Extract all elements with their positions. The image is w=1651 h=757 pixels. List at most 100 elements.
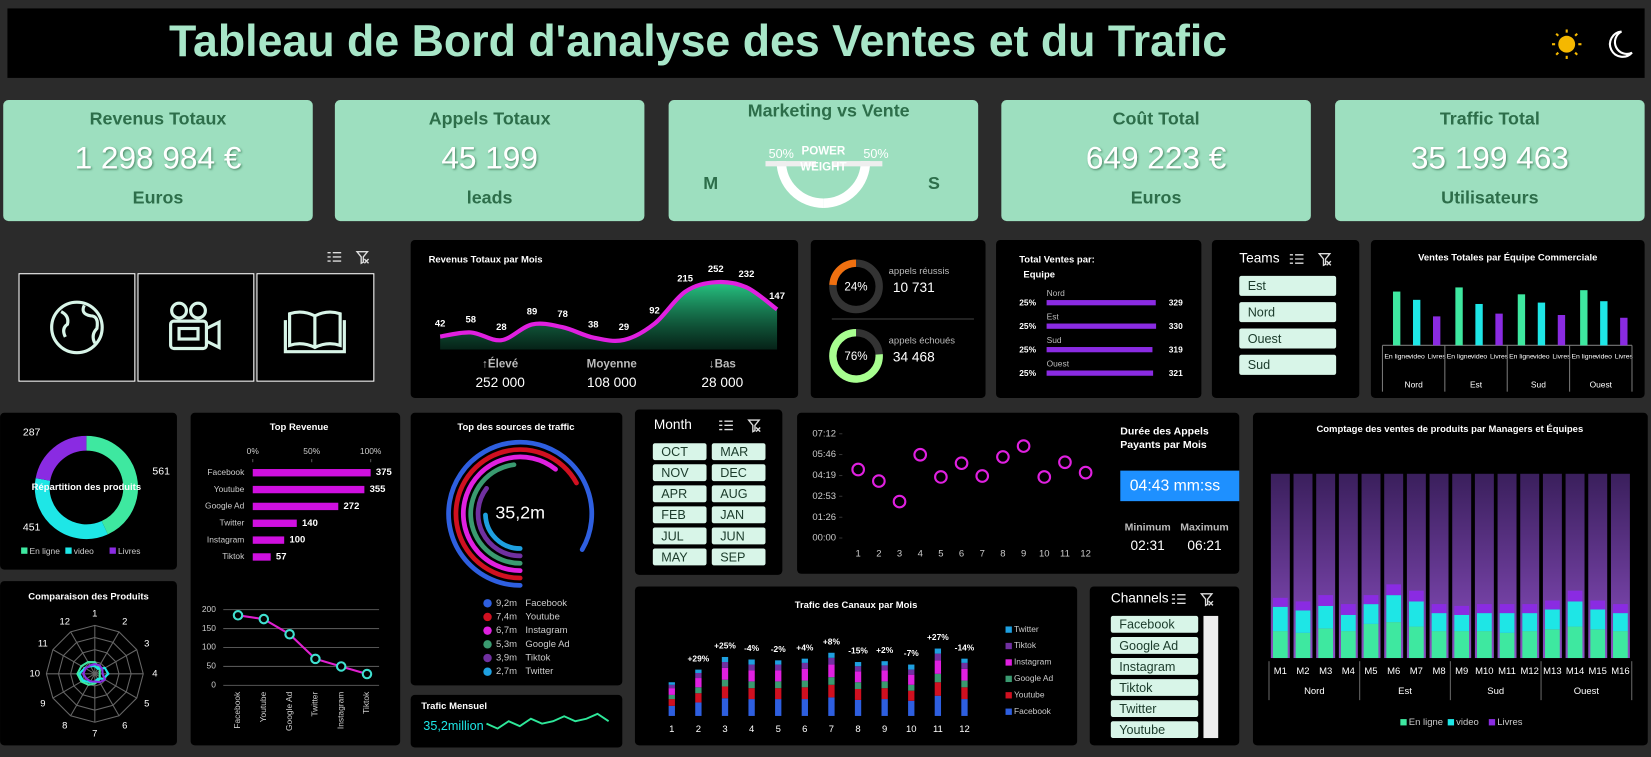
marker [258, 613, 270, 625]
gauge-label: 50% [769, 147, 794, 161]
category-label: Ouest [1047, 358, 1070, 368]
select-all-icon[interactable] [719, 420, 733, 431]
slicer-item[interactable] [1239, 302, 1337, 323]
x-tick-label: 11 [933, 724, 943, 735]
radial-bar [483, 512, 523, 551]
gauge-bar [765, 161, 817, 167]
legend-dot [483, 626, 492, 635]
slicer-item[interactable] [652, 506, 707, 524]
select-all-icon[interactable] [1171, 594, 1186, 604]
slicer-item[interactable] [1110, 721, 1199, 739]
data-label: 78 [557, 309, 568, 320]
clear-filter-icon[interactable] [747, 419, 761, 433]
sun-icon[interactable] [1551, 29, 1582, 59]
book-icon [283, 310, 346, 354]
slicer-item[interactable] [711, 464, 766, 482]
share-label: 25% [1019, 344, 1036, 354]
select-all-icon[interactable] [1289, 254, 1304, 264]
bar-segment [721, 662, 729, 668]
panel [1335, 100, 1645, 222]
legend-label: Tiktok [525, 653, 550, 664]
bar [1432, 316, 1441, 346]
slicer-item[interactable] [711, 443, 766, 461]
data-label: 57 [276, 551, 287, 562]
bar-segment [1363, 623, 1379, 659]
kpi-unit: Euros [133, 188, 184, 208]
panel [410, 240, 799, 398]
legend-value: 7,4m [496, 611, 517, 622]
slicer-item[interactable] [711, 548, 766, 566]
bar-segment [1386, 622, 1402, 659]
sub-label: En ligne [1447, 354, 1472, 361]
bar-segment [1318, 595, 1334, 606]
point [1016, 439, 1031, 453]
legend-label: Google Ad [1014, 673, 1054, 683]
slicer-item[interactable] [1110, 679, 1199, 696]
slicer-item-label: Ouest [1248, 332, 1282, 346]
slicer-item[interactable] [1110, 615, 1199, 633]
slicer-item[interactable] [1239, 354, 1337, 375]
stat-label: Moyenne [587, 358, 638, 370]
bar-segment [721, 667, 729, 680]
bar-segment [1295, 610, 1311, 633]
slicer-item[interactable] [652, 548, 707, 566]
point [872, 474, 886, 488]
x-tick-label: 0% [247, 446, 260, 456]
stat-label: Minimum [1125, 521, 1171, 533]
clear-filter-icon[interactable] [1317, 253, 1332, 267]
x-tick-label: M11 [1498, 666, 1516, 677]
bar [1495, 313, 1503, 346]
bar-segment [721, 698, 729, 716]
bar-segment [961, 662, 968, 669]
legend-swatch [1400, 719, 1407, 726]
panel [190, 412, 401, 746]
axis-label: 3 [144, 638, 149, 649]
panel [0, 412, 177, 570]
bar-segment [1613, 604, 1628, 614]
x-tick-label: 6 [802, 724, 807, 735]
chart-title: Répartition des produits [32, 482, 141, 493]
side-label: M [703, 173, 718, 193]
gauge-caption: WEIGHT [800, 161, 846, 173]
slicer-item[interactable] [652, 527, 707, 545]
legend-label: Twitter [525, 666, 553, 677]
clear-filter-icon[interactable] [355, 250, 370, 265]
sub-label: En ligne [1384, 354, 1409, 361]
gauge-arc [829, 259, 857, 286]
slicer-item[interactable] [1239, 275, 1337, 296]
x-tick-label: 7 [980, 548, 985, 559]
slicer-item[interactable] [1110, 658, 1199, 675]
x-tick-label: M16 [1611, 666, 1629, 677]
radial-bar [446, 439, 595, 588]
moon-icon[interactable] [1609, 30, 1633, 58]
bar-segment [775, 670, 782, 682]
slicer-item[interactable] [711, 506, 766, 524]
y-tick-label: 150 [202, 623, 216, 633]
x-tick-label: M7 [1410, 666, 1423, 677]
slicer-item[interactable] [652, 485, 707, 503]
legend-label: En ligne [1409, 717, 1443, 728]
bar-segment [854, 671, 862, 683]
scrollbar[interactable] [1203, 615, 1219, 739]
bar-segment [1272, 606, 1288, 632]
select-all-icon[interactable] [327, 251, 342, 262]
annotation: +27% [927, 632, 949, 642]
slicer-item[interactable] [1110, 636, 1199, 654]
point [975, 469, 990, 483]
point [934, 470, 948, 484]
slicer-item[interactable] [711, 485, 766, 503]
slicer-item[interactable] [652, 443, 707, 461]
x-tick-label: 8 [1000, 548, 1005, 559]
data-label: 329 [1169, 297, 1183, 307]
slicer-item[interactable] [711, 527, 766, 545]
bar-segment [1590, 609, 1606, 630]
globe-button[interactable] [18, 273, 136, 382]
slicer-item[interactable] [652, 464, 707, 482]
bar [1046, 323, 1157, 329]
gauge-caption: appels échoués [889, 336, 956, 347]
slicer-item[interactable] [1110, 700, 1199, 717]
slicer-item[interactable] [1239, 328, 1337, 349]
clear-filter-icon[interactable] [1199, 593, 1214, 607]
bar-segment [721, 686, 729, 699]
bar-segment [668, 684, 675, 689]
